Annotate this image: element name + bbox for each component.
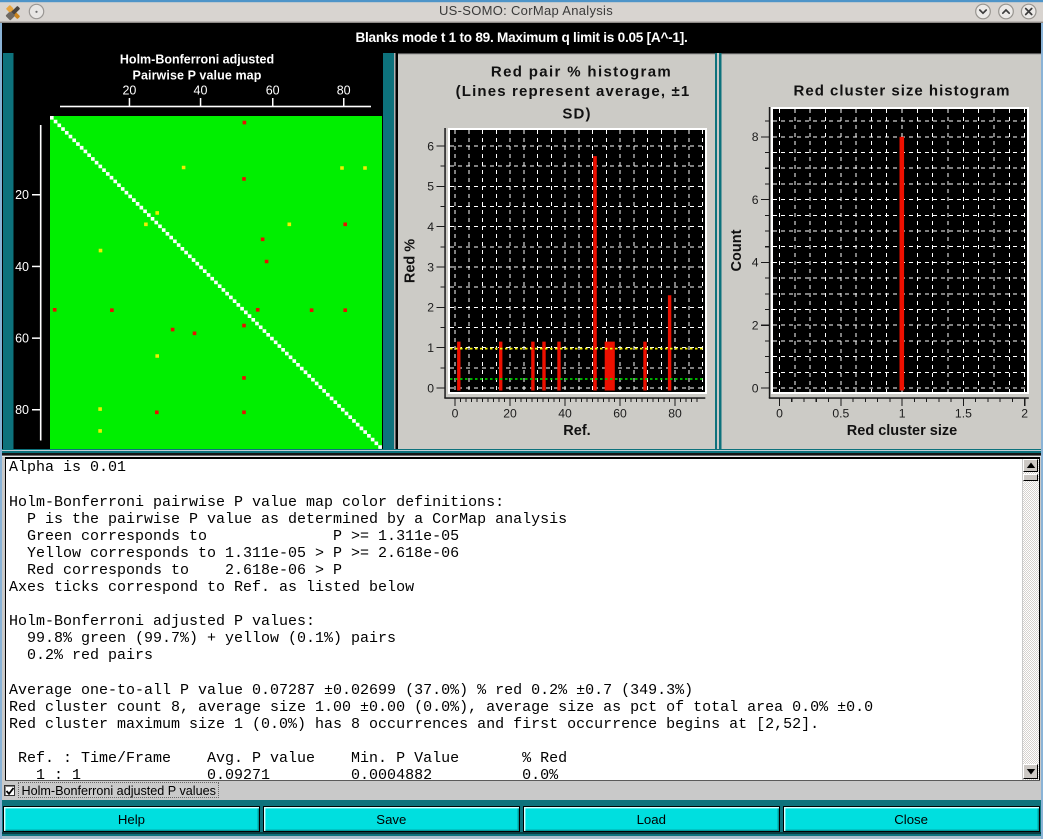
svg-text:60: 60: [613, 407, 627, 421]
svg-text:80: 80: [337, 84, 351, 98]
svg-text:US-SOMO: CorMap Analysis: US-SOMO: CorMap Analysis: [439, 3, 613, 18]
svg-text:2: 2: [427, 301, 434, 315]
svg-text:0: 0: [452, 407, 459, 421]
svg-text:1: 1: [427, 341, 434, 355]
svg-text:Ref.: Ref.: [563, 423, 590, 439]
svg-text:0.5: 0.5: [832, 407, 849, 421]
svg-text:40: 40: [15, 260, 29, 274]
svg-text:3: 3: [427, 260, 434, 274]
svg-text:Holm-Bonferroni adjusted: Holm-Bonferroni adjusted: [120, 53, 274, 67]
svg-text:80: 80: [668, 407, 682, 421]
svg-text:0: 0: [776, 407, 783, 421]
svg-text:2: 2: [1021, 407, 1028, 421]
svg-text:4: 4: [752, 256, 759, 270]
svg-text:1: 1: [899, 407, 906, 421]
svg-text:40: 40: [558, 407, 572, 421]
svg-text:40: 40: [194, 84, 208, 98]
svg-text:20: 20: [15, 188, 29, 202]
svg-text:0: 0: [752, 381, 759, 395]
svg-text:SD): SD): [562, 106, 591, 123]
svg-text:8: 8: [752, 130, 759, 144]
svg-text:Count: Count: [729, 229, 745, 271]
svg-text:60: 60: [266, 84, 280, 98]
svg-text:1.5: 1.5: [955, 407, 972, 421]
svg-text:Red cluster size: Red cluster size: [847, 423, 957, 439]
svg-text:0: 0: [427, 381, 434, 395]
svg-text:4: 4: [427, 220, 434, 234]
svg-text:80: 80: [15, 403, 29, 417]
svg-text:6: 6: [427, 139, 434, 153]
svg-text:60: 60: [15, 332, 29, 346]
svg-text:2: 2: [752, 319, 759, 333]
svg-text:Red cluster size histogram: Red cluster size histogram: [794, 83, 1011, 100]
svg-text:5: 5: [427, 180, 434, 194]
svg-text:Pairwise P value map: Pairwise P value map: [133, 69, 262, 83]
svg-text:(Lines represent average, ±1: (Lines represent average, ±1: [456, 83, 691, 100]
svg-text:Red %: Red %: [403, 239, 419, 283]
svg-text:20: 20: [503, 407, 517, 421]
svg-text:Red pair % histogram: Red pair % histogram: [491, 64, 672, 81]
svg-text:6: 6: [752, 193, 759, 207]
svg-text:20: 20: [122, 84, 136, 98]
